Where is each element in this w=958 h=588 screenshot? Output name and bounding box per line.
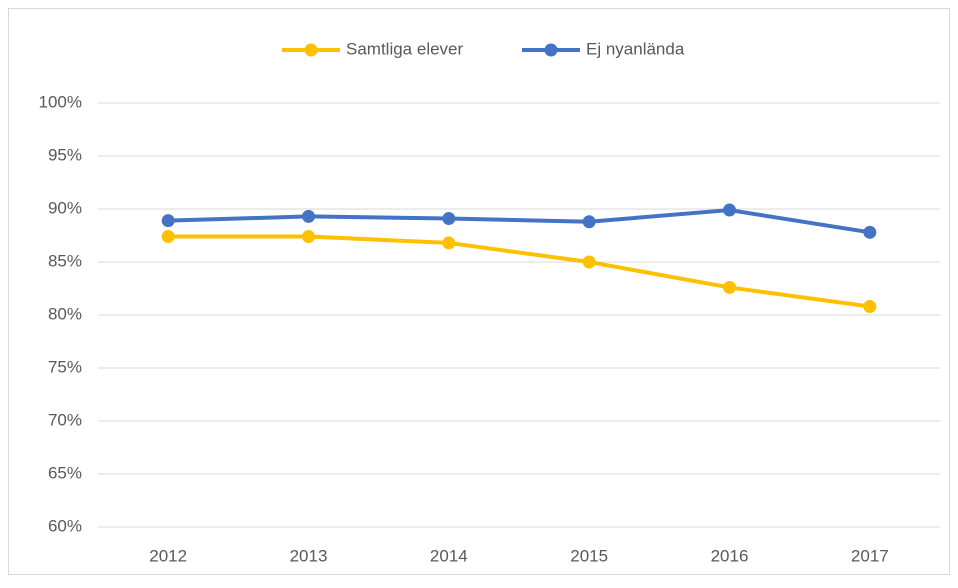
series-marker: [161, 214, 175, 228]
series-marker: [863, 300, 877, 314]
y-tick-label: 90%: [48, 198, 82, 217]
series-marker: [582, 255, 596, 269]
y-tick-label: 85%: [48, 251, 82, 270]
x-tick-label: 2016: [711, 546, 749, 565]
series-marker: [442, 236, 456, 250]
x-tick-label: 2013: [290, 546, 328, 565]
series-marker: [302, 209, 315, 223]
series-line: [168, 234, 871, 309]
y-tick-label: 95%: [48, 145, 82, 164]
y-tick-label: 70%: [48, 410, 82, 429]
x-tick-label: 2017: [851, 546, 889, 565]
chart-frame: [8, 8, 950, 575]
y-tick-label: 65%: [48, 463, 82, 482]
series-marker: [302, 230, 315, 244]
legend-label: Ej nyanlända: [586, 39, 685, 58]
y-tick-label: 100%: [39, 92, 82, 111]
x-tick-label: 2012: [149, 546, 187, 565]
y-tick-label: 75%: [48, 357, 82, 376]
legend-marker: [544, 43, 558, 57]
y-tick-label: 80%: [48, 304, 82, 323]
series-marker: [582, 215, 596, 229]
series-line: [168, 208, 871, 235]
series-marker: [863, 225, 877, 239]
legend-marker: [304, 43, 318, 57]
series-marker: [723, 203, 736, 217]
x-tick-label: 2015: [570, 546, 608, 565]
series-marker: [161, 230, 175, 244]
series-marker: [442, 212, 456, 226]
series-marker: [723, 280, 736, 294]
x-tick-label: 2014: [430, 546, 468, 565]
legend-label: Samtliga elever: [346, 39, 464, 58]
y-tick-label: 60%: [48, 516, 82, 535]
